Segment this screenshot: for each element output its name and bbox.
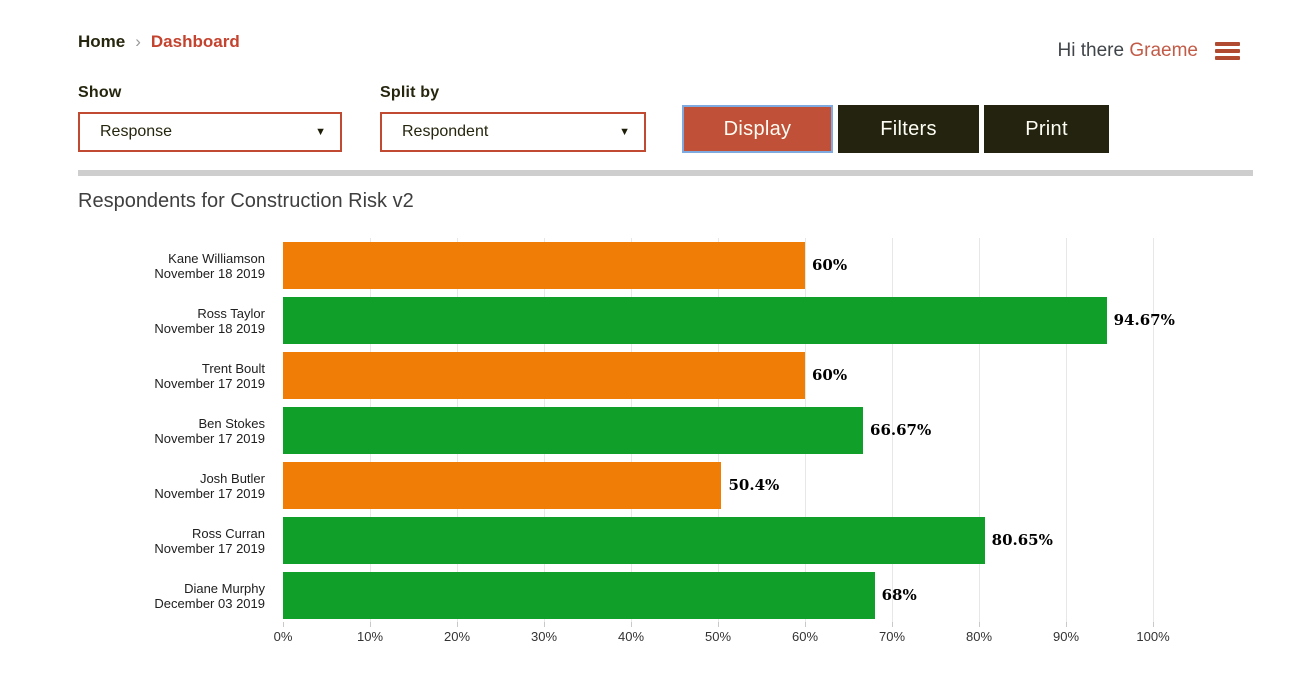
respondent-name: Ben Stokes xyxy=(198,415,266,431)
split-by-label: Split by xyxy=(380,84,440,101)
chevron-down-icon: ▼ xyxy=(619,126,630,138)
bar[interactable] xyxy=(283,242,805,289)
axis-tick xyxy=(283,622,284,627)
user-greeting-area: Hi there Graeme xyxy=(1058,40,1240,62)
respondent-label: Josh Butler November 17 2019 xyxy=(0,462,265,509)
respondent-date: November 17 2019 xyxy=(154,375,265,391)
axis-tick xyxy=(457,622,458,627)
bar[interactable] xyxy=(283,572,875,619)
section-divider xyxy=(78,170,1253,176)
table-row: Josh Butler November 17 2019 50.4% xyxy=(0,462,1301,509)
greeting-prefix: Hi there xyxy=(1057,40,1130,61)
bar-value-label: 68% xyxy=(881,586,917,604)
x-axis-tick-label: 10% xyxy=(356,629,384,644)
respondent-date: November 18 2019 xyxy=(154,320,265,336)
axis-tick xyxy=(1066,622,1067,627)
x-axis-tick-label: 30% xyxy=(530,629,558,644)
hamburger-icon[interactable] xyxy=(1215,42,1240,60)
table-row: Ross Curran November 17 2019 80.65% xyxy=(0,517,1301,564)
respondent-label: Ross Taylor November 18 2019 xyxy=(0,297,265,344)
x-axis-tick-label: 80% xyxy=(965,629,993,644)
show-label: Show xyxy=(78,84,122,101)
bar-value-label: 80.65% xyxy=(991,531,1053,549)
bar[interactable] xyxy=(283,297,1107,344)
respondent-name: Ross Taylor xyxy=(197,305,265,321)
bar[interactable] xyxy=(283,407,864,454)
table-row: Trent Boult November 17 2019 60% xyxy=(0,352,1301,399)
display-button[interactable]: Display xyxy=(682,105,833,153)
gridline xyxy=(1153,238,1154,622)
axis-tick xyxy=(1153,622,1154,627)
breadcrumb-home-link[interactable]: Home xyxy=(78,32,126,51)
filters-button[interactable]: Filters xyxy=(838,105,979,153)
x-axis-tick-label: 50% xyxy=(704,629,732,644)
chart-title: Respondents for Construction Risk v2 xyxy=(78,190,414,212)
hamburger-bar xyxy=(1215,42,1240,46)
bar-chart: Kane Williamson November 18 2019 60% Ross T… xyxy=(0,238,1301,662)
table-row: Ben Stokes November 17 2019 66.67% xyxy=(0,407,1301,454)
bar[interactable] xyxy=(283,352,805,399)
respondent-label: Ben Stokes November 17 2019 xyxy=(0,407,265,454)
greeting-text: Hi there Graeme xyxy=(1058,40,1198,62)
bar-value-label: 50.4% xyxy=(728,476,780,494)
show-select-value: Response xyxy=(100,123,173,140)
split-by-select[interactable]: Respondent ▼ xyxy=(380,112,646,152)
chevron-down-icon: ▼ xyxy=(315,126,326,138)
respondent-date: November 17 2019 xyxy=(154,540,265,556)
x-axis-tick-label: 100% xyxy=(1136,629,1170,644)
gridline xyxy=(1066,238,1067,622)
axis-tick xyxy=(544,622,545,627)
x-axis-tick-label: 20% xyxy=(443,629,471,644)
gridline xyxy=(979,238,980,622)
bar[interactable] xyxy=(283,462,722,509)
respondent-name: Trent Boult xyxy=(201,360,265,376)
x-axis-tick-label: 40% xyxy=(617,629,645,644)
x-axis-tick-label: 90% xyxy=(1052,629,1080,644)
gridline xyxy=(892,238,893,622)
bar-value-label: 60% xyxy=(812,366,848,384)
axis-tick xyxy=(979,622,980,627)
table-row: Kane Williamson November 18 2019 60% xyxy=(0,242,1301,289)
axis-tick xyxy=(370,622,371,627)
axis-tick xyxy=(805,622,806,627)
respondent-date: November 18 2019 xyxy=(154,265,265,281)
respondent-date: November 17 2019 xyxy=(154,485,265,501)
show-select[interactable]: Response ▼ xyxy=(78,112,342,152)
respondent-name: Ross Curran xyxy=(192,525,265,541)
x-axis-tick-label: 0% xyxy=(273,629,293,644)
respondent-name: Josh Butler xyxy=(199,470,265,486)
respondent-date: November 17 2019 xyxy=(154,430,265,446)
respondent-label: Trent Boult November 17 2019 xyxy=(0,352,265,399)
table-row: Ross Taylor November 18 2019 94.67% xyxy=(0,297,1301,344)
hamburger-bar xyxy=(1215,56,1240,60)
breadcrumb: Home › Dashboard xyxy=(78,32,240,52)
bar-value-label: 94.67% xyxy=(1113,311,1175,329)
hamburger-bar xyxy=(1215,49,1240,53)
respondent-label: Diane Murphy December 03 2019 xyxy=(0,572,265,619)
axis-tick xyxy=(718,622,719,627)
bar-value-label: 60% xyxy=(812,256,848,274)
username-link[interactable]: Graeme xyxy=(1129,40,1198,61)
breadcrumb-current-dashboard: Dashboard xyxy=(150,32,240,51)
respondent-name: Diane Murphy xyxy=(184,580,265,596)
breadcrumb-separator: › xyxy=(135,32,141,51)
x-axis-tick-label: 60% xyxy=(791,629,819,644)
bar-value-label: 66.67% xyxy=(870,421,932,439)
split-by-select-value: Respondent xyxy=(402,123,489,140)
axis-tick xyxy=(631,622,632,627)
x-axis-tick-label: 70% xyxy=(878,629,906,644)
table-row: Diane Murphy December 03 2019 68% xyxy=(0,572,1301,619)
respondent-label: Kane Williamson November 18 2019 xyxy=(0,242,265,289)
print-button[interactable]: Print xyxy=(984,105,1109,153)
respondent-label: Ross Curran November 17 2019 xyxy=(0,517,265,564)
axis-tick xyxy=(892,622,893,627)
respondent-name: Kane Williamson xyxy=(168,250,265,266)
bar[interactable] xyxy=(283,517,985,564)
respondent-date: December 03 2019 xyxy=(154,595,265,611)
